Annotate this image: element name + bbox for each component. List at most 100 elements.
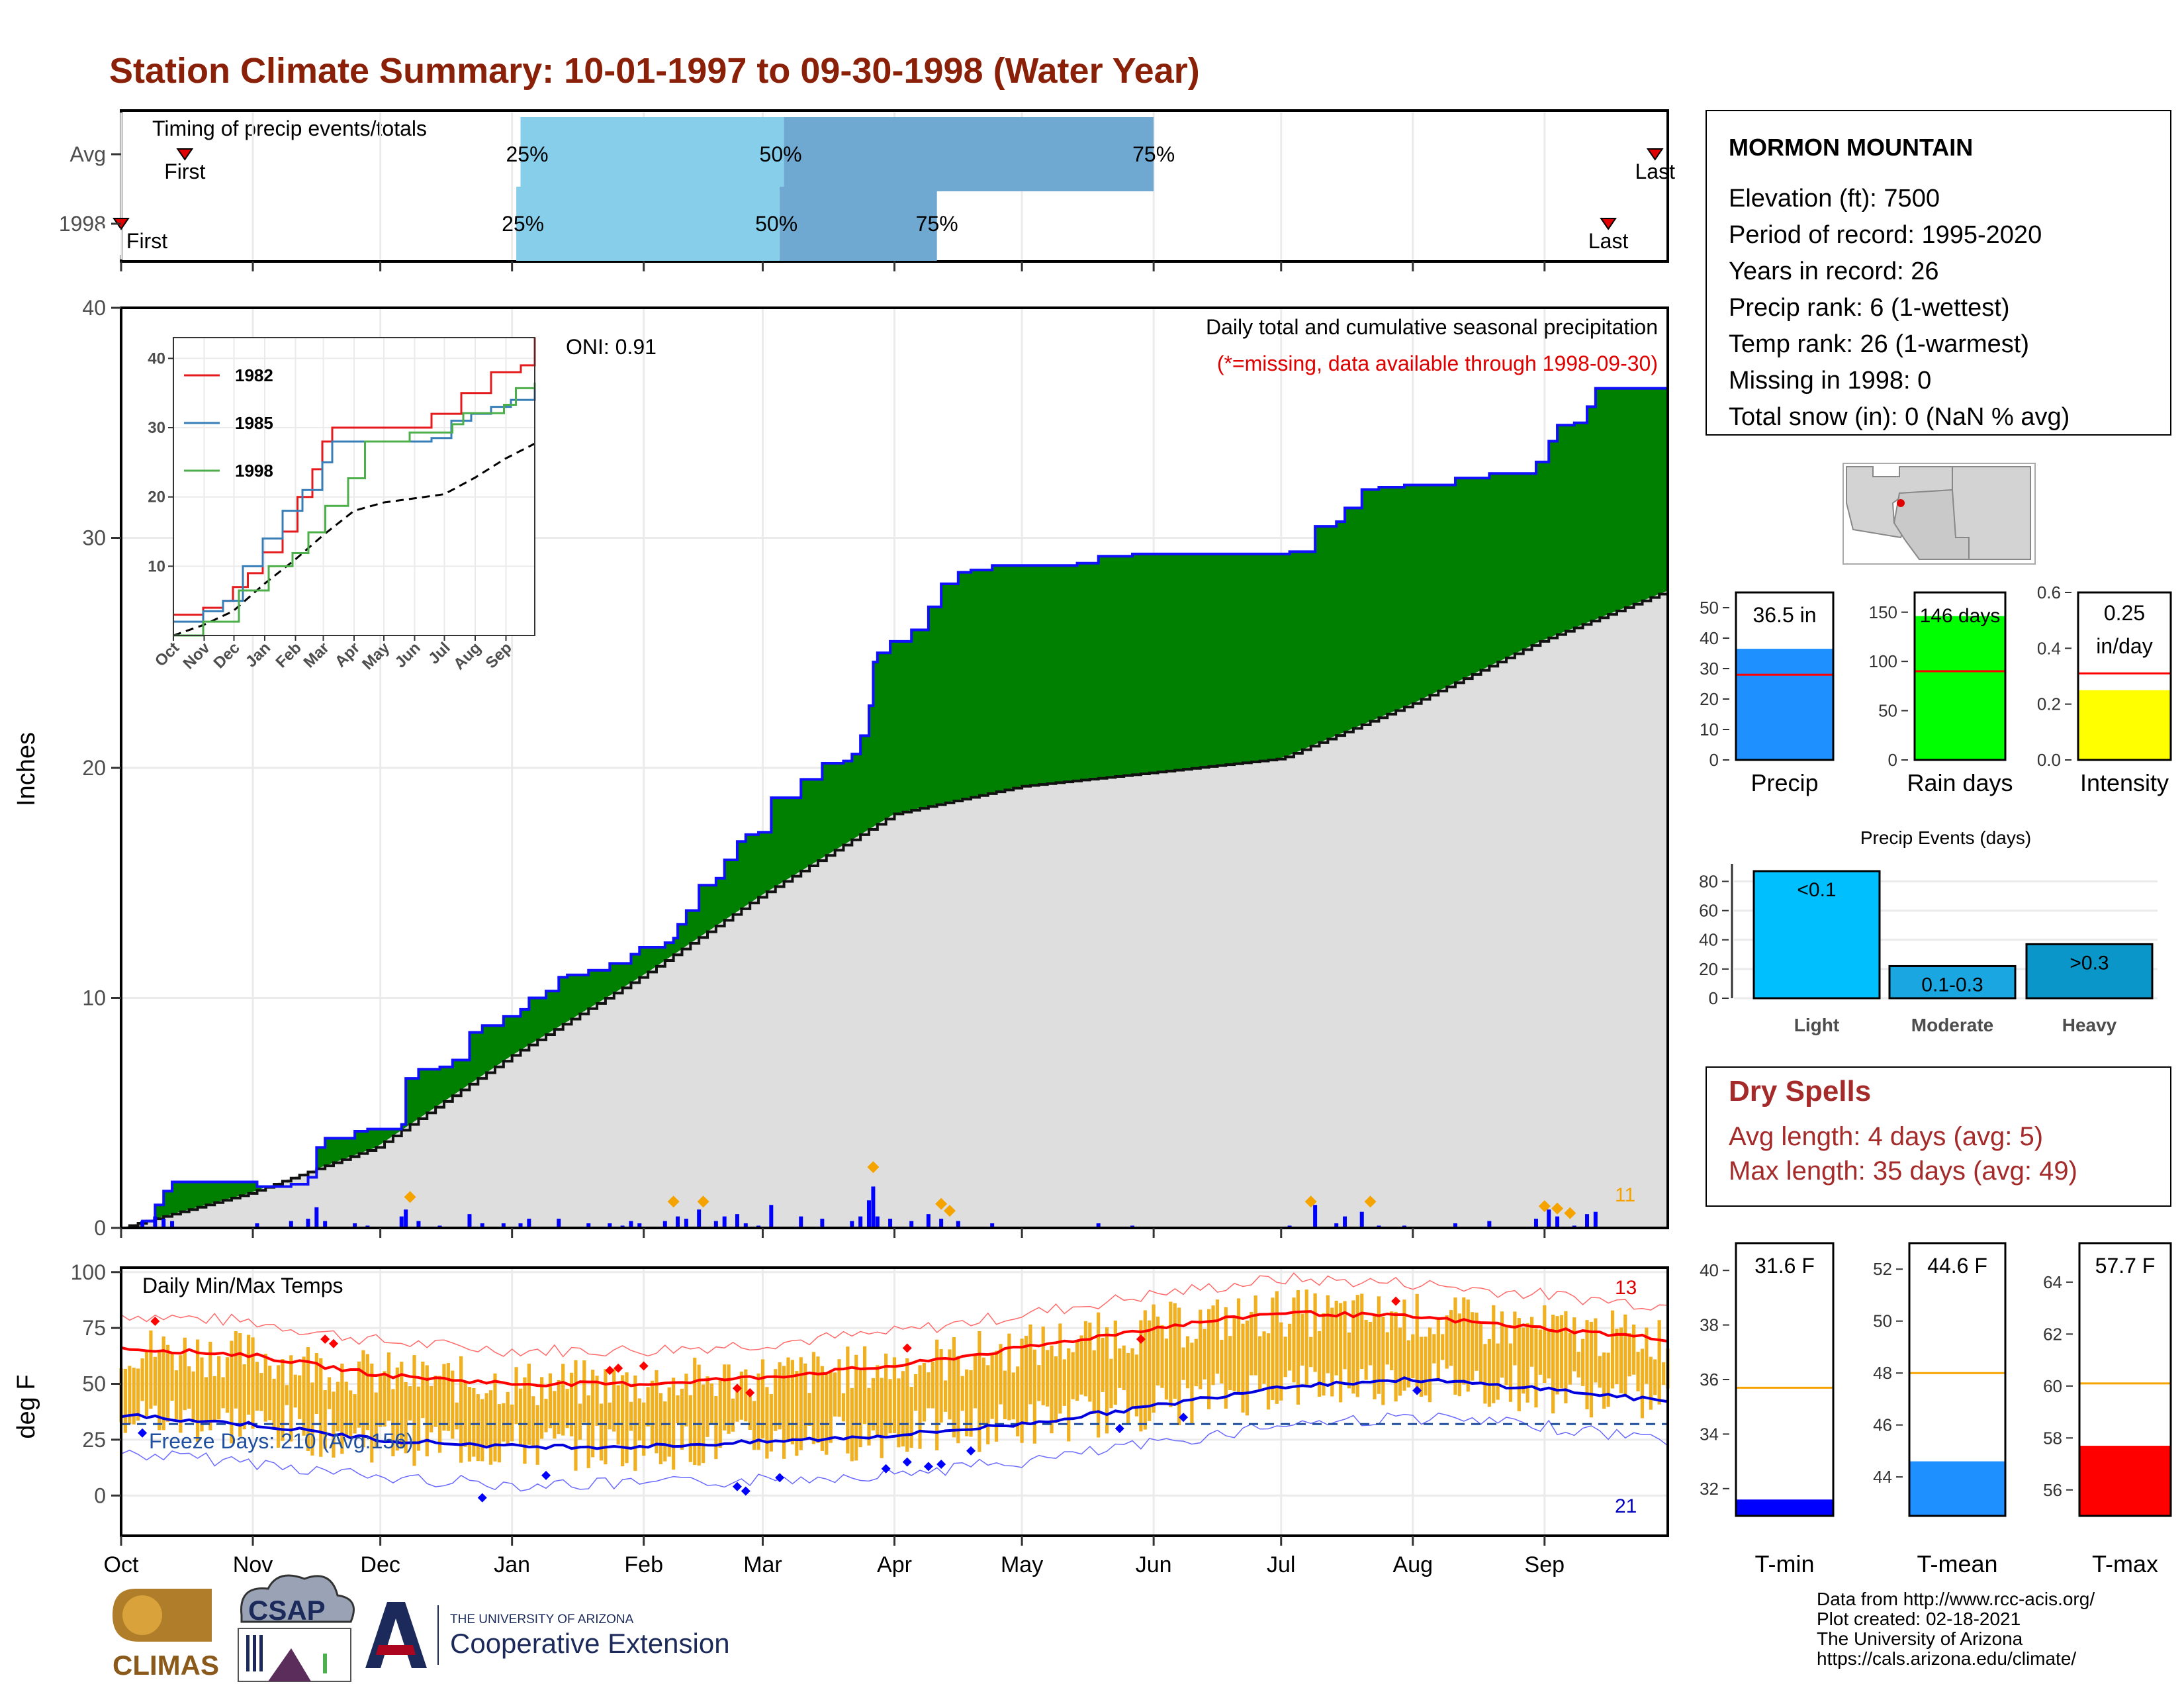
- temp-daily-bar: [1058, 1323, 1062, 1414]
- temp-daily-bar: [191, 1371, 195, 1423]
- temp-daily-bar: [697, 1364, 701, 1466]
- precip-daily-bar: [871, 1186, 876, 1228]
- precip-total-label: Precip: [1751, 769, 1818, 796]
- temp-daily-bar: [204, 1377, 208, 1424]
- temp-daily-bar: [140, 1358, 144, 1401]
- temp-daily-bar: [1109, 1358, 1113, 1409]
- temp-daily-bar: [825, 1374, 829, 1455]
- precip-daily-bar: [888, 1219, 893, 1228]
- precip-daily-bar: [909, 1221, 914, 1228]
- temp-daily-bar: [1020, 1338, 1024, 1443]
- timing-first-marker-Avg: [176, 148, 194, 161]
- precip-daily-bar: [1313, 1205, 1318, 1228]
- temp-daily-bar: [1534, 1328, 1538, 1408]
- precip-daily-bar: [926, 1214, 931, 1228]
- temp-daily-bar: [760, 1359, 765, 1439]
- precip-daily-bar: [684, 1219, 688, 1228]
- temp-daily-bar: [778, 1362, 782, 1430]
- temp-record-high-marker: [150, 1317, 160, 1326]
- temp-daily-bar: [1050, 1345, 1054, 1434]
- temp-daily-bar: [1326, 1295, 1330, 1374]
- temp-daily-bar: [1432, 1334, 1436, 1364]
- rain-days-ytick-label-50: 50: [1878, 701, 1897, 721]
- precip-extreme-marker: [867, 1161, 880, 1174]
- temp-daily-bar: [493, 1373, 497, 1462]
- precip-daily-bar: [1547, 1209, 1551, 1228]
- temp-daily-bar: [829, 1372, 833, 1443]
- precip-total-ytick-label-0: 0: [1709, 750, 1719, 770]
- temp-daily-bar: [1606, 1352, 1610, 1407]
- precip-extreme-marker: [1551, 1202, 1564, 1215]
- temp-daily-bar: [1479, 1324, 1483, 1384]
- temp-daily-bar: [1169, 1301, 1173, 1407]
- precip-daily-bar: [990, 1223, 995, 1228]
- temp-tmin-ytick-label-38: 38: [1700, 1315, 1719, 1335]
- temp-daily-bar: [939, 1348, 943, 1423]
- timing-last-label-1998: Last: [1588, 229, 1629, 253]
- inset-legend-label-1998: 1998: [235, 461, 273, 481]
- temp-daily-bar: [807, 1393, 811, 1426]
- temp-daily-bar: [1275, 1291, 1279, 1404]
- temp-daily-bar: [467, 1387, 472, 1462]
- temp-daily-bar: [1538, 1329, 1542, 1375]
- temp-daily-bar: [1522, 1327, 1525, 1394]
- temp-daily-bar: [1330, 1307, 1334, 1397]
- temp-daily-bar: [1594, 1318, 1598, 1383]
- timing-first-label-1998: First: [126, 229, 167, 253]
- temp-daily-bar: [646, 1387, 650, 1427]
- temp-daily-bar: [1487, 1338, 1491, 1407]
- precip-extreme-marker: [935, 1197, 948, 1210]
- precip-daily-bar: [1334, 1223, 1339, 1228]
- temp-daily-bar: [1351, 1300, 1355, 1394]
- temp-daily-bar: [161, 1336, 165, 1430]
- temp-daily-bar: [969, 1370, 973, 1437]
- temp-daily-bar: [650, 1380, 655, 1446]
- temp-record-low-marker: [477, 1493, 487, 1503]
- temp-daily-bar: [433, 1376, 437, 1427]
- temp-daily-bar: [739, 1371, 743, 1420]
- temp-daily-bar: [247, 1335, 251, 1415]
- precip-extreme-marker: [404, 1191, 416, 1203]
- temp-daily-bar: [383, 1371, 387, 1427]
- temp-daily-bar: [523, 1377, 527, 1464]
- temp-daily-bar: [255, 1362, 259, 1411]
- csap-logo-bar2: [253, 1635, 256, 1671]
- temp-daily-bar: [1568, 1333, 1572, 1385]
- precip-daily-bar: [743, 1223, 748, 1228]
- temp-daily-bar: [1551, 1315, 1555, 1414]
- timing-bar-50-75-1998: [780, 187, 937, 261]
- month-label-feb: Feb: [624, 1552, 663, 1577]
- timing-row-label-Avg: Avg: [69, 142, 106, 166]
- precip-daily-bar: [820, 1219, 825, 1228]
- temp-daily-bar: [548, 1373, 553, 1429]
- temp-daily-bar: [688, 1395, 692, 1462]
- dry-spells-title: Dry Spells: [1729, 1075, 1871, 1107]
- temp-daily-bar: [1164, 1338, 1169, 1400]
- temp-daily-bar: [705, 1376, 709, 1437]
- temp-daily-bar: [374, 1392, 378, 1448]
- temp-daily-bar: [1292, 1297, 1296, 1383]
- temp-ytick-label-75: 75: [82, 1316, 106, 1340]
- temp-daily-bar: [446, 1363, 450, 1431]
- temp-record-low-marker: [741, 1486, 751, 1496]
- temp-daily-bar: [1156, 1316, 1160, 1385]
- temp-daily-bar: [1657, 1320, 1661, 1405]
- temp-daily-bar: [1232, 1316, 1236, 1391]
- temp-tmin-bar: [1736, 1499, 1833, 1516]
- temp-daily-bar: [349, 1390, 353, 1436]
- temp-daily-bar: [144, 1351, 149, 1417]
- temp-daily-bar: [379, 1374, 383, 1427]
- temp-tmin-ytick-label-34: 34: [1700, 1424, 1719, 1444]
- temp-daily-bar: [451, 1370, 455, 1439]
- temp-daily-bar: [230, 1340, 234, 1444]
- station-info-line: Precip rank: 6 (1-wettest): [1729, 294, 2009, 322]
- temp-daily-bar: [234, 1331, 238, 1409]
- precip-ytick-label-30: 30: [82, 526, 106, 550]
- temp-daily-bar: [790, 1360, 795, 1444]
- temp-daily-bar: [871, 1378, 875, 1430]
- temp-daily-bar: [1088, 1323, 1092, 1402]
- map-region: [1893, 489, 1970, 560]
- temp-daily-bar: [880, 1378, 884, 1458]
- month-label-apr: Apr: [877, 1552, 912, 1577]
- temp-daily-bar: [1471, 1312, 1475, 1381]
